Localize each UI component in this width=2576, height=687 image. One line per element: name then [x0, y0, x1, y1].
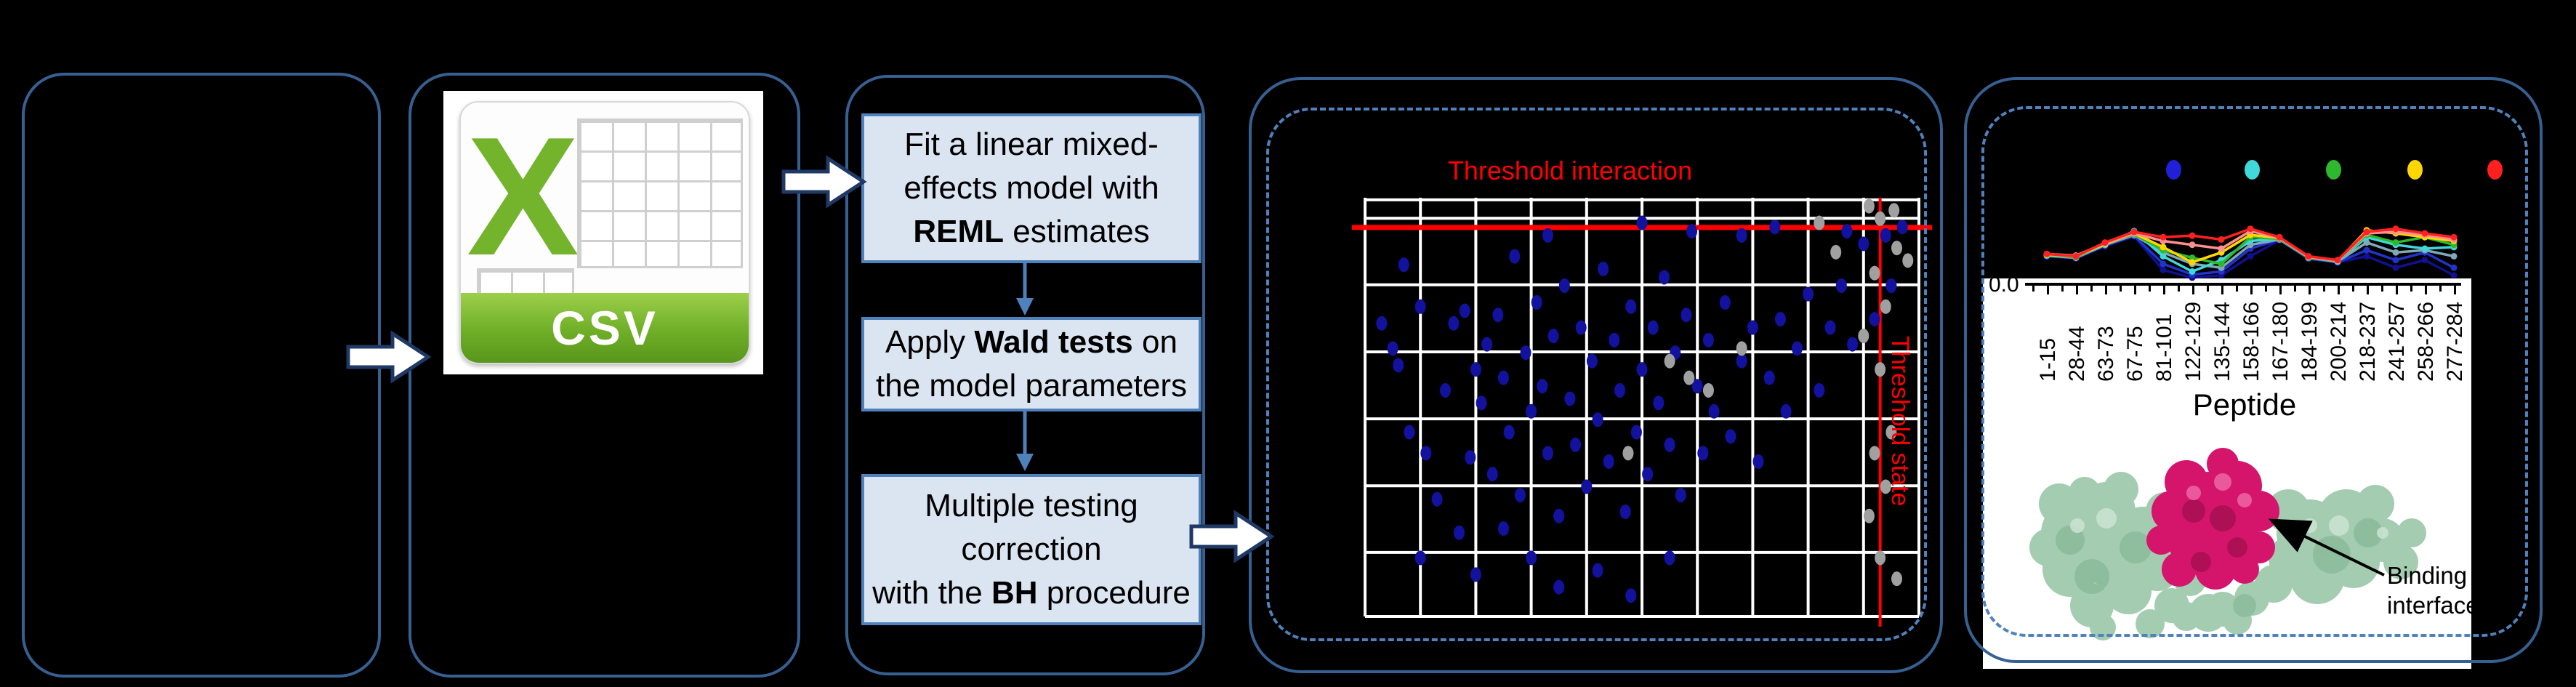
threshold-scatter-plot	[1352, 198, 1932, 627]
flow-arrow-right-icon	[781, 155, 867, 209]
workflow-step-wald-line1: Apply Wald tests on	[885, 324, 1178, 360]
threshold-state-label: Threshold state	[1886, 336, 1914, 507]
binding-interface-label: Binding interface	[2387, 562, 2471, 619]
csv-banner-label: CSV	[551, 301, 659, 355]
panel-workflow-box	[845, 75, 1205, 675]
spreadsheet-grid-icon	[577, 118, 743, 268]
x-axis-title: Peptide	[2192, 387, 2297, 422]
panel-scatter-dashed-border	[1266, 108, 1927, 641]
flow-arrow-right-icon	[1189, 510, 1275, 563]
legend-timepoint-dot	[2407, 160, 2423, 180]
panel-scatter-box	[1249, 77, 1943, 673]
panel-input-box	[22, 73, 381, 678]
csv-banner: CSV	[461, 293, 749, 363]
workflow-step-bh: Multiple testing correction with the BH …	[861, 474, 1202, 625]
panel-csv-box	[408, 73, 800, 678]
workflow-step-reml-line1: Fit a linear mixed-	[904, 126, 1159, 162]
y-axis-zero-label: 0.0	[1989, 278, 2019, 297]
workflow-step-reml-line2: effects model with	[903, 170, 1159, 206]
csv-file-icon: X CSV	[459, 101, 750, 364]
flow-arrow-down-icon	[1016, 260, 1034, 316]
workflow-step-reml: Fit a linear mixed- effects model with R…	[861, 113, 1202, 263]
uptake-line-chart	[2043, 225, 2458, 281]
csv-file-image: X CSV	[443, 91, 763, 374]
workflow-step-bh-line3: with the BH procedure	[872, 575, 1191, 611]
workflow-step-bh-line2: correction	[961, 531, 1102, 567]
excel-x-icon: X	[467, 103, 579, 291]
threshold-interaction-label: Threshold interaction	[1447, 156, 1693, 185]
workflow-step-reml-line3: REML estimates	[913, 214, 1150, 249]
flow-arrow-down-icon	[1016, 409, 1034, 471]
legend-timepoint-dot	[2326, 160, 2341, 180]
x-axis-line	[2025, 283, 2461, 286]
legend-timepoint-dot	[2245, 160, 2260, 180]
panel-uptake-dashed-border	[1981, 106, 2528, 637]
legend-timepoint-dot	[2487, 160, 2503, 180]
uptake-figure: 0.0 1-15 28-44 63-73 67-75 81-101 122-129 135-…	[1983, 278, 2471, 669]
panel-uptake-box	[1964, 77, 2543, 663]
workflow-step-bh-line1: Multiple testing	[925, 488, 1138, 523]
flow-arrow-right-icon	[346, 330, 432, 384]
workflow-step-wald-line2: the model parameters	[876, 368, 1187, 403]
workflow-step-wald: Apply Wald tests on the model parameters	[861, 317, 1202, 411]
timepoint-legend	[2028, 158, 2522, 183]
legend-timepoint-dot	[2166, 160, 2181, 180]
